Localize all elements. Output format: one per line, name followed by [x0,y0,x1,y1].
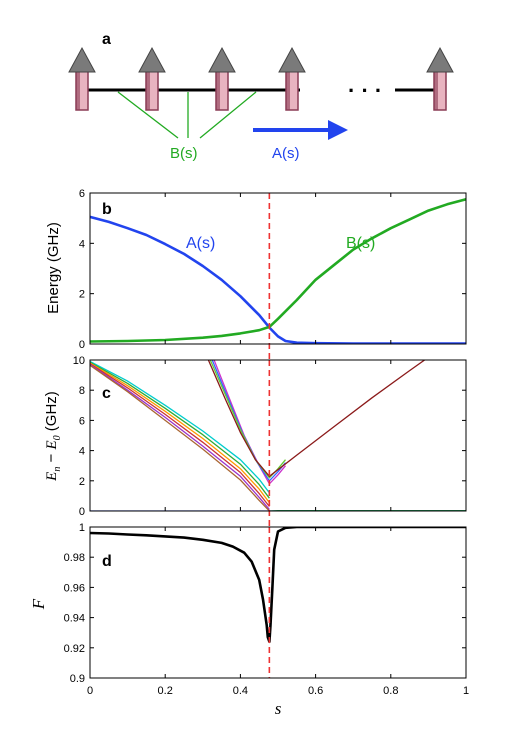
panel-b-label: b [102,201,112,218]
series-line-2 [90,362,270,504]
field-arrow-head [328,120,348,140]
y-tick-label: 0.96 [64,582,85,594]
coupling-lines [117,91,257,139]
y-tick-label: 0.98 [64,552,85,564]
spin-arrow-icon [208,46,236,111]
y-tick-label: 0.92 [64,643,85,655]
annotation-a-s: A(s) [186,235,215,252]
series-line-6 [213,360,287,485]
y-tick-label: 2 [79,476,85,488]
x-tick-label: 0.2 [158,685,173,697]
x-axis-label: s [275,699,282,718]
axes-frame [89,526,467,679]
y-tick-label: 8 [79,385,85,397]
panel-c-label: c [102,385,111,402]
series-group [90,360,466,511]
y-tick-label: 10 [73,355,85,367]
series-line-0 [90,360,270,494]
panel-b-energy: b 0 2 4 6 A(s) B(s) Energy (GHz) [45,188,467,360]
coupling-label: B(s) [170,145,198,162]
annotation-b-s: B(s) [346,235,375,252]
y-tick-label: 0 [79,506,85,518]
spin-arrow-icon [138,46,166,111]
series-group [90,527,466,644]
series-line-0 [90,527,466,644]
spin-arrow-icon [278,46,306,111]
field-label: A(s) [272,145,300,162]
series-line-5 [90,364,270,511]
x-tick-label: 0.6 [308,685,323,697]
y-axis-label: F [29,598,48,610]
series-line-4 [90,363,270,510]
panel-d-fidelity: d 0.9 0.92 0.94 0.96 0.98 1 0 0.2 0.4 0.6 0.8 1 Fs [29,522,469,718]
panel-d-label: d [102,553,112,570]
series-line-3 [90,363,270,507]
panel-a-label: a [102,31,111,48]
panel-c-spectrum: c 0 2 4 6 8 10 En − E0 (GHz) [43,355,467,527]
y-axis-label: Energy (GHz) [45,222,62,314]
series-line-9 [207,360,425,477]
x-tick-label: 0 [87,685,93,697]
panel-a-schematic: a · · · B(s) A(s) [68,31,454,162]
series-group [90,198,466,344]
x-tick-label: 0.8 [383,685,398,697]
y-tick-label: 4 [79,238,85,250]
y-tick-label: 6 [79,415,85,427]
x-tick-label: 0.4 [233,685,248,697]
series-line-1 [90,361,270,499]
y-tick-label: 4 [79,446,85,458]
y-tick-label: 1 [79,522,85,534]
y-tick-label: 0.94 [64,613,85,625]
series-line-as [90,215,466,344]
axes-frame [89,359,467,512]
chain-ellipsis: · · · [348,78,382,103]
x-tick-label: 1 [463,685,469,697]
y-tick-label: 2 [79,289,85,301]
y-tick-label: 0.9 [70,673,85,685]
axes-frame [89,192,467,345]
spin-arrow-icon [68,46,96,111]
spin-arrows [68,46,454,111]
y-axis-label: En − E0 (GHz) [43,391,63,482]
y-tick-label: 0 [79,339,85,351]
series-line-bs [90,198,466,343]
y-tick-label: 6 [79,188,85,200]
spin-arrow-icon [426,46,454,111]
